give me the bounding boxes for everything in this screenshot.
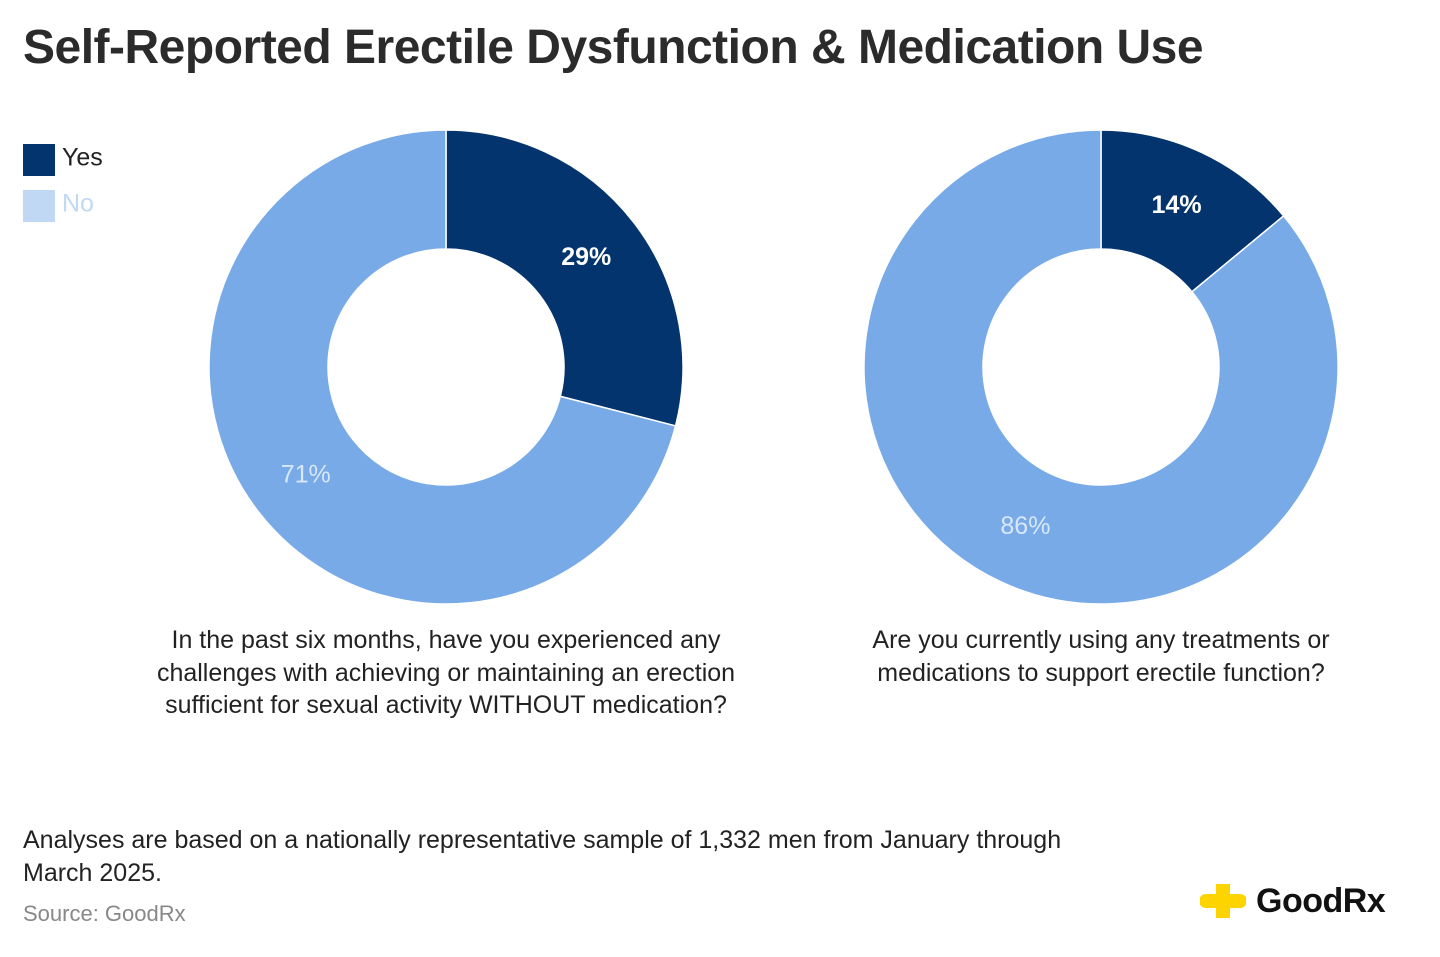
- legend-label: Yes: [62, 144, 103, 172]
- donut-slice: [1100, 129, 1285, 293]
- legend-label: No: [62, 190, 94, 218]
- legend-swatch: [23, 190, 55, 222]
- caption: Are you currently using any treatments o…: [872, 626, 1330, 687]
- value-label: 86%: [1000, 512, 1050, 540]
- donut-slice: [863, 129, 1339, 605]
- source: Source: GoodRx: [23, 901, 186, 926]
- value-label: 14%: [1152, 191, 1202, 219]
- donut-slice: [208, 129, 677, 605]
- donut-slice: [445, 129, 684, 427]
- legend-item: Yes: [23, 144, 103, 176]
- value-label: 29%: [561, 243, 611, 271]
- value-label: 71%: [281, 460, 331, 488]
- title: Self-Reported Erectile Dysfunction & Med…: [23, 21, 1204, 74]
- legend-item: No: [23, 190, 94, 222]
- caption: In the past six months, have you experie…: [156, 626, 736, 719]
- logo: GoodRx: [1256, 882, 1386, 920]
- legend-swatch: [23, 144, 55, 176]
- note: Analyses are based on a nationally repre…: [23, 826, 1062, 887]
- logo-icon: [1200, 884, 1246, 918]
